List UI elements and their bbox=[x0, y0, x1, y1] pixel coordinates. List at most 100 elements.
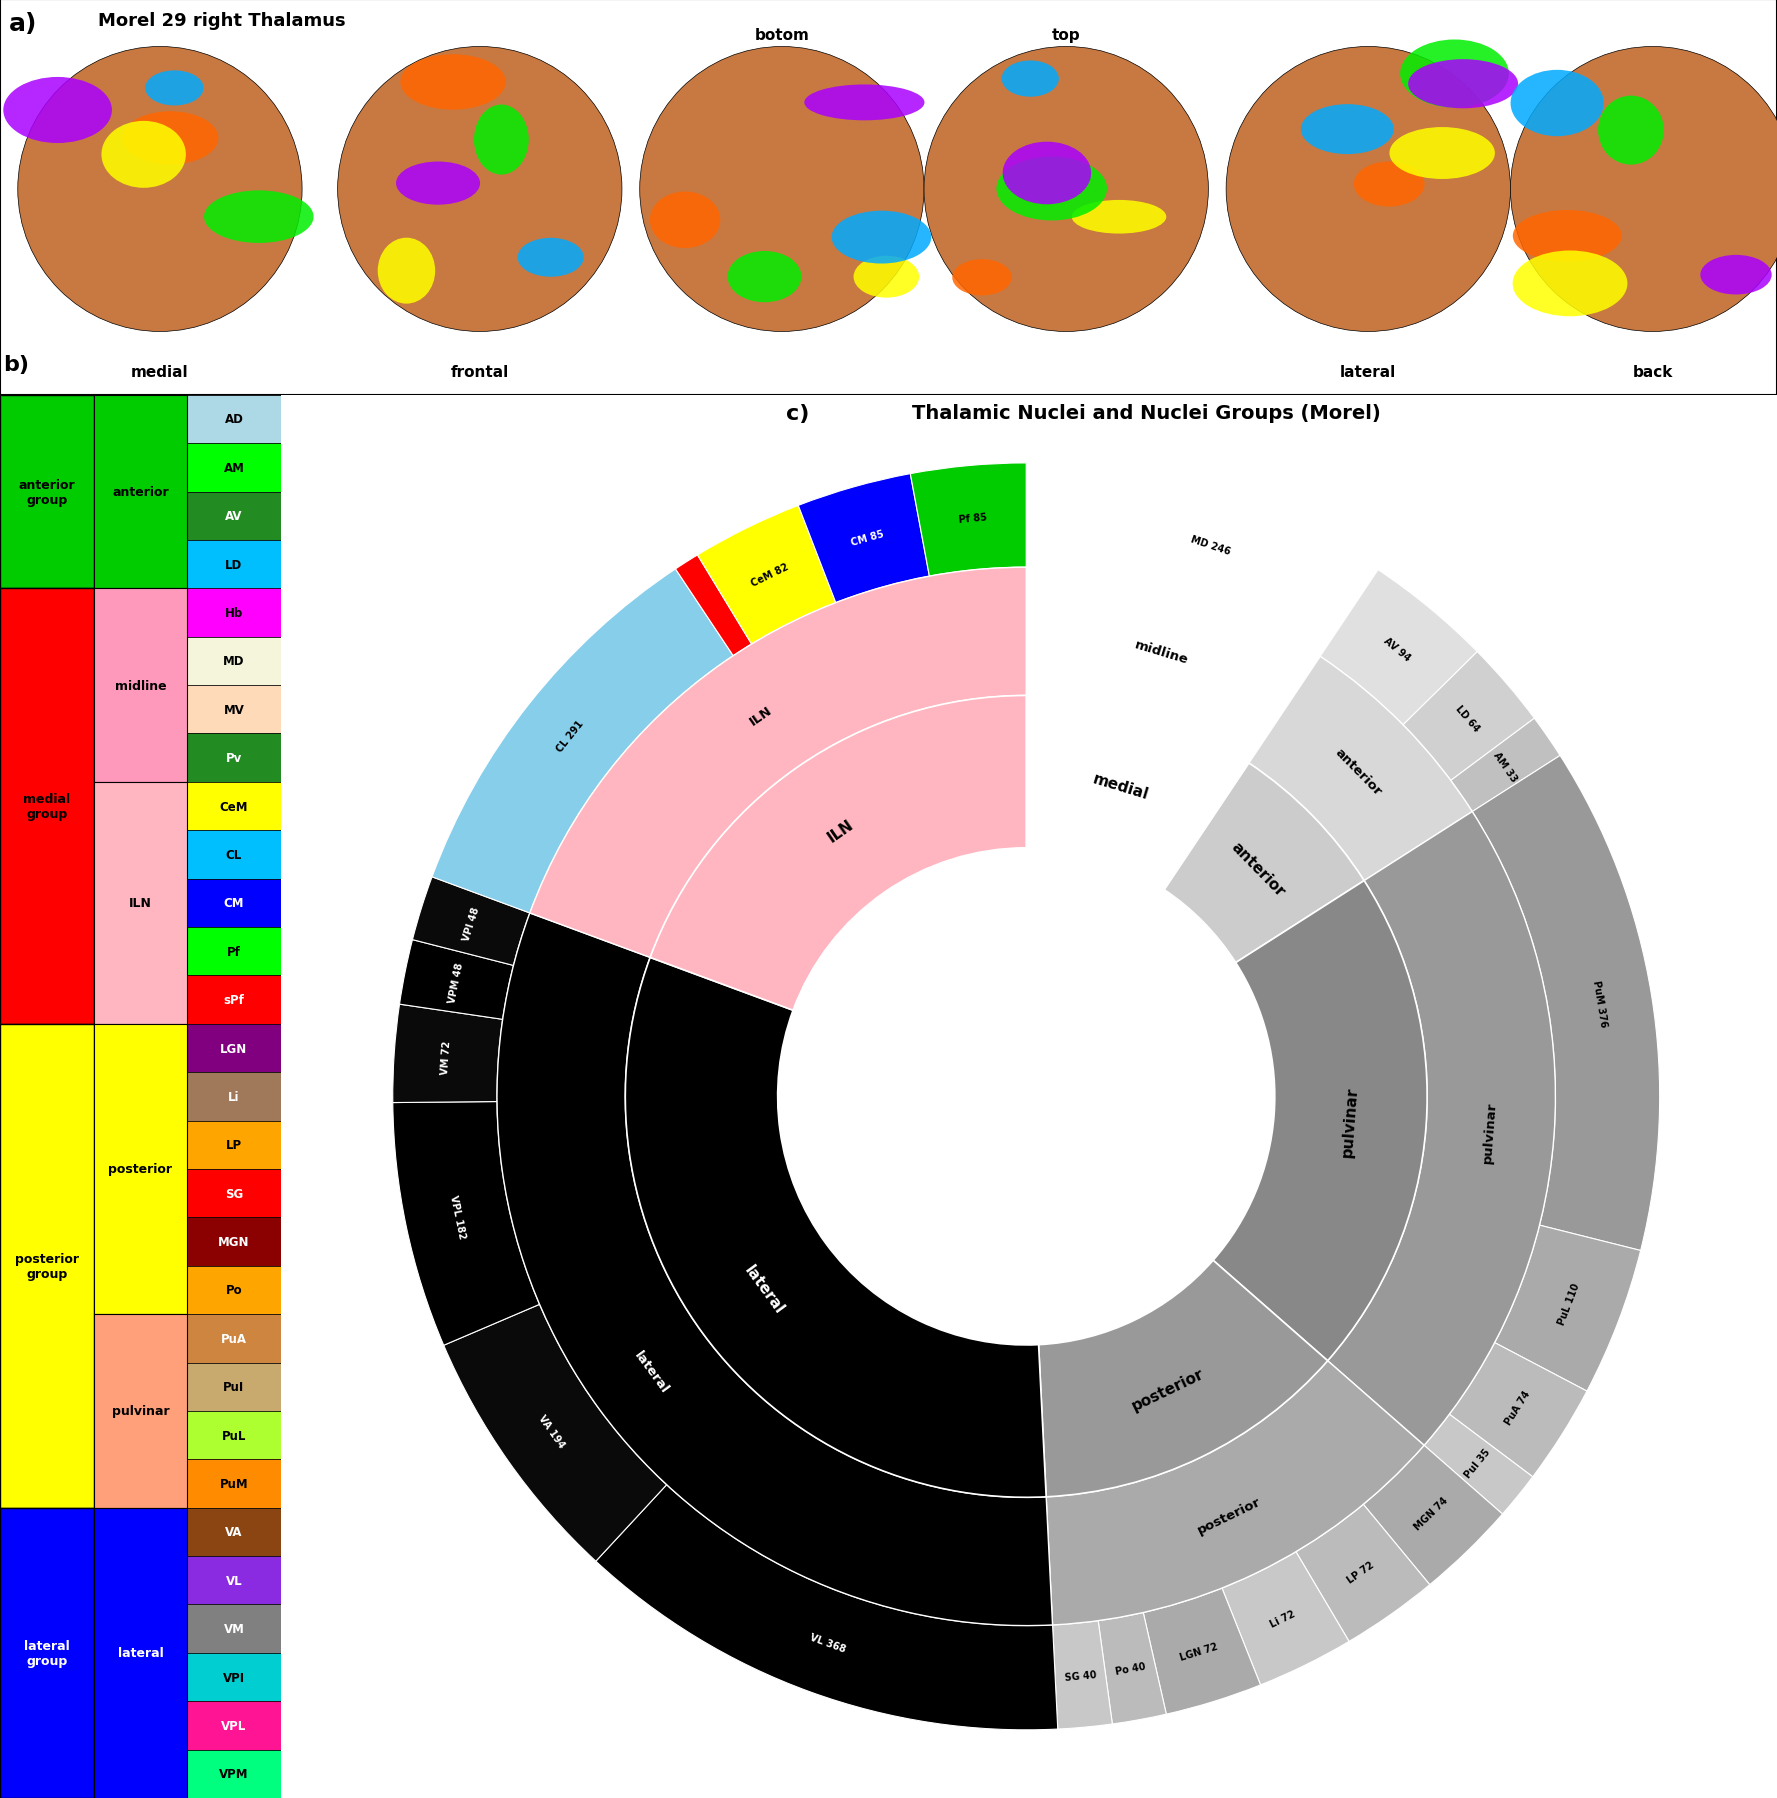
Ellipse shape bbox=[727, 252, 801, 304]
Text: LGN 72: LGN 72 bbox=[1178, 1642, 1219, 1663]
Text: AM 33: AM 33 bbox=[1491, 750, 1518, 784]
Text: AM: AM bbox=[224, 462, 245, 475]
Ellipse shape bbox=[1002, 142, 1091, 205]
Bar bbox=[187, 636, 281, 685]
Ellipse shape bbox=[338, 47, 622, 333]
Wedge shape bbox=[626, 958, 1047, 1498]
Text: lateral: lateral bbox=[741, 1262, 787, 1316]
Wedge shape bbox=[1047, 1361, 1423, 1625]
Text: VM: VM bbox=[224, 1622, 245, 1634]
Bar bbox=[187, 1557, 281, 1604]
Wedge shape bbox=[1494, 1226, 1640, 1392]
Text: PuA 74: PuA 74 bbox=[1503, 1388, 1532, 1426]
Text: anterior: anterior bbox=[1228, 840, 1288, 899]
Text: c): c) bbox=[785, 403, 809, 424]
Text: LD 64: LD 64 bbox=[1454, 703, 1482, 734]
Text: VL 368: VL 368 bbox=[809, 1633, 848, 1654]
Bar bbox=[0, 396, 94, 590]
Text: midline: midline bbox=[114, 680, 167, 692]
Bar bbox=[187, 782, 281, 831]
Ellipse shape bbox=[4, 77, 112, 144]
Text: lateral
group: lateral group bbox=[23, 1640, 69, 1667]
Wedge shape bbox=[400, 940, 514, 1019]
Text: posterior: posterior bbox=[108, 1163, 172, 1176]
Bar bbox=[187, 1266, 281, 1314]
Bar bbox=[187, 1025, 281, 1073]
Ellipse shape bbox=[146, 72, 204, 106]
Text: VPM 48: VPM 48 bbox=[448, 962, 466, 1003]
Text: medial: medial bbox=[131, 365, 188, 379]
Wedge shape bbox=[432, 570, 734, 913]
Bar bbox=[187, 1120, 281, 1169]
Wedge shape bbox=[1098, 1613, 1166, 1724]
Bar bbox=[187, 1363, 281, 1411]
Bar bbox=[94, 1509, 187, 1798]
Text: Po: Po bbox=[226, 1284, 242, 1296]
Bar bbox=[187, 1652, 281, 1701]
Text: CL: CL bbox=[226, 849, 242, 861]
Bar bbox=[187, 396, 281, 444]
Bar bbox=[187, 685, 281, 734]
Wedge shape bbox=[910, 464, 1027, 577]
Wedge shape bbox=[1471, 755, 1660, 1251]
Wedge shape bbox=[1052, 1620, 1112, 1730]
Text: VL: VL bbox=[226, 1573, 242, 1588]
Wedge shape bbox=[412, 877, 530, 966]
Text: ILN: ILN bbox=[746, 703, 775, 728]
Text: CM 85: CM 85 bbox=[849, 529, 885, 547]
Wedge shape bbox=[1249, 656, 1471, 881]
Text: LP 72: LP 72 bbox=[1345, 1559, 1375, 1584]
Ellipse shape bbox=[1512, 252, 1628, 316]
Ellipse shape bbox=[997, 158, 1107, 221]
Ellipse shape bbox=[1512, 210, 1622, 263]
Text: CL 291: CL 291 bbox=[554, 719, 586, 753]
Wedge shape bbox=[393, 1005, 503, 1102]
Bar bbox=[187, 1169, 281, 1217]
Text: b): b) bbox=[4, 354, 28, 374]
Text: medial: medial bbox=[1091, 771, 1150, 802]
Ellipse shape bbox=[1701, 255, 1772, 295]
Text: AV 94: AV 94 bbox=[1381, 635, 1411, 663]
Ellipse shape bbox=[400, 56, 506, 110]
Text: MGN: MGN bbox=[219, 1235, 251, 1248]
Ellipse shape bbox=[1301, 104, 1393, 155]
Text: sPf: sPf bbox=[224, 994, 245, 1007]
Ellipse shape bbox=[379, 239, 435, 304]
Wedge shape bbox=[1320, 570, 1477, 725]
Ellipse shape bbox=[1226, 47, 1510, 333]
Text: posterior: posterior bbox=[1128, 1365, 1207, 1413]
Bar bbox=[94, 396, 187, 590]
Wedge shape bbox=[650, 696, 1027, 1010]
Ellipse shape bbox=[1400, 41, 1509, 108]
Bar bbox=[94, 1314, 187, 1509]
Bar bbox=[94, 1025, 187, 1314]
Bar bbox=[94, 590, 187, 782]
Bar bbox=[94, 782, 187, 1025]
Text: anterior: anterior bbox=[1333, 746, 1384, 798]
Text: Li: Li bbox=[227, 1090, 240, 1104]
Bar bbox=[187, 1073, 281, 1120]
Text: MGN 74: MGN 74 bbox=[1413, 1496, 1450, 1532]
Text: SG 40: SG 40 bbox=[1064, 1669, 1096, 1681]
Bar bbox=[187, 1604, 281, 1652]
Bar bbox=[187, 976, 281, 1025]
Text: MD 246: MD 246 bbox=[1189, 534, 1231, 557]
Text: ILN: ILN bbox=[825, 816, 857, 845]
Text: PuL: PuL bbox=[222, 1429, 247, 1442]
Ellipse shape bbox=[853, 257, 919, 298]
Wedge shape bbox=[498, 913, 1052, 1625]
Ellipse shape bbox=[832, 212, 931, 264]
Ellipse shape bbox=[101, 122, 187, 189]
Bar bbox=[0, 1025, 94, 1509]
Wedge shape bbox=[1038, 1260, 1327, 1498]
Bar bbox=[187, 1460, 281, 1509]
Text: AD: AD bbox=[224, 414, 243, 426]
Bar bbox=[187, 1749, 281, 1798]
Text: VPL 182: VPL 182 bbox=[448, 1194, 467, 1239]
Text: Po 40: Po 40 bbox=[1114, 1661, 1146, 1676]
Text: posterior
group: posterior group bbox=[14, 1251, 78, 1280]
Text: VM 72: VM 72 bbox=[441, 1039, 453, 1075]
Ellipse shape bbox=[1072, 201, 1166, 234]
Text: CeM: CeM bbox=[220, 800, 249, 813]
Text: a): a) bbox=[9, 13, 37, 36]
